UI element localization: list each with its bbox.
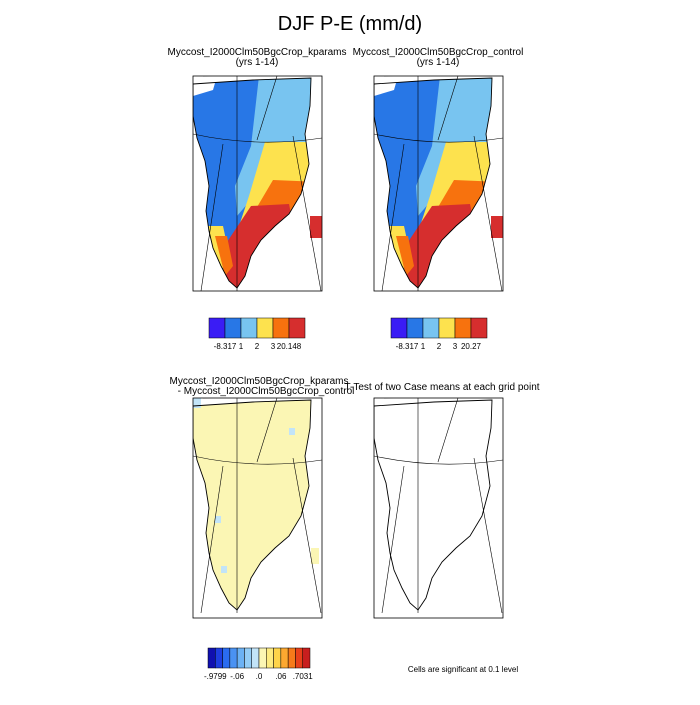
colorbar-box <box>258 647 267 669</box>
colorbar-box <box>280 647 289 669</box>
colorbar-label: 2 <box>255 342 260 351</box>
colorbar-label: -8.317 <box>396 342 419 351</box>
colorbar-box <box>422 317 440 339</box>
colorbar-box <box>215 647 223 669</box>
colorbar-label: 20.27 <box>461 342 482 351</box>
colorbar-box <box>295 647 303 669</box>
colorbar-box <box>244 647 252 669</box>
colorbar-box <box>229 647 238 669</box>
colorbar-label: -8.317 <box>214 342 237 351</box>
colorbar-box <box>236 647 245 669</box>
panel-title: Myccost_I2000Clm50BgcCrop_kparams <box>168 47 347 58</box>
colorbar: -.9799 -.06 .0 .06 .7031 <box>204 647 314 681</box>
figure-title: DJF P-E (mm/d) <box>278 13 422 35</box>
colorbar-box <box>266 647 274 669</box>
colorbar-label: 3 <box>453 342 458 351</box>
panel-title: T-Test of two Case means at each grid po… <box>344 382 539 393</box>
colorbar-box <box>302 647 311 669</box>
colorbar: -8.317 1 2 3 20.27 <box>390 317 488 351</box>
colorbar-box <box>207 647 216 669</box>
colorbar-box <box>406 317 424 339</box>
panel-title: Myccost_I2000Clm50BgcCrop_control <box>353 47 524 58</box>
colorbar-box <box>273 647 282 669</box>
panel-subtitle: (yrs 1-14) <box>417 57 460 68</box>
colorbar-box <box>251 647 260 669</box>
panel-subtitle: (yrs 1-14) <box>236 57 279 68</box>
colorbar-label: .06 <box>275 672 287 681</box>
colorbar-box <box>222 647 231 669</box>
colorbar-box <box>287 647 296 669</box>
note: Cells are significant at 0.1 level <box>408 665 519 674</box>
colorbar-box <box>470 317 488 339</box>
colorbar-label: -.9799 <box>204 672 227 681</box>
colorbar-box <box>224 317 242 339</box>
panel-title: Myccost_I2000Clm50BgcCrop_kparams <box>170 376 349 387</box>
colorbar-label: 1 <box>421 342 426 351</box>
colorbar: -8.317 1 2 3 20.148 <box>208 317 306 351</box>
map <box>373 397 504 619</box>
colorbar-label: .7031 <box>293 672 314 681</box>
map <box>373 75 504 292</box>
map <box>192 75 323 292</box>
map <box>192 397 323 619</box>
colorbar-label: 3 <box>271 342 276 351</box>
colorbar-box <box>438 317 456 339</box>
colorbar-label: 2 <box>437 342 442 351</box>
colorbar-box <box>208 317 226 339</box>
colorbar-box <box>454 317 472 339</box>
colorbar-box <box>272 317 290 339</box>
colorbar-label: 20.148 <box>277 342 302 351</box>
colorbar-label: -.06 <box>230 672 244 681</box>
panel-subtitle: - Myccost_I2000Clm50BgcCrop_control <box>178 386 355 397</box>
colorbar-box <box>288 317 306 339</box>
colorbar-label: .0 <box>256 672 263 681</box>
colorbar-box <box>240 317 258 339</box>
colorbar-label: 1 <box>239 342 244 351</box>
colorbar-box <box>256 317 274 339</box>
colorbar-box <box>390 317 408 339</box>
